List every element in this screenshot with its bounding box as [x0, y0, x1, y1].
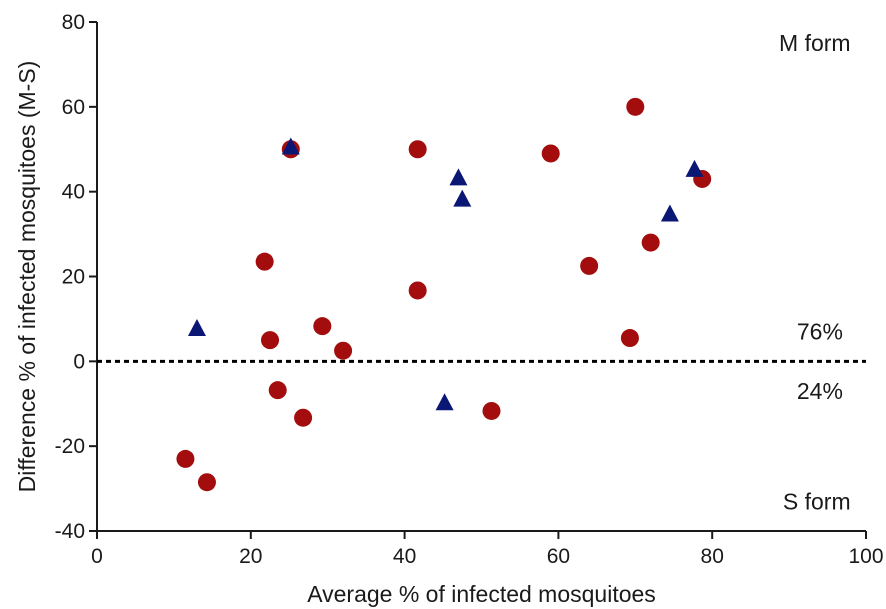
circle-data-point [541, 144, 560, 163]
circle-data-point [261, 331, 280, 350]
triangle-data-point [281, 137, 300, 155]
x-tick-label: 20 [239, 545, 262, 568]
circle-data-point [641, 233, 660, 252]
y-tick-label: 0 [73, 350, 85, 373]
annotation-label: M form [779, 30, 851, 56]
y-tick-label: -40 [55, 520, 85, 543]
axes: 0 20 40 60 80 100 -40 -20 0 20 40 60 80 [55, 11, 884, 568]
y-tick-label: -20 [55, 435, 85, 458]
circle-data-point [268, 381, 287, 400]
circle-data-point [626, 97, 645, 116]
y-tick-label: 20 [62, 266, 85, 289]
circle-data-point [620, 329, 639, 348]
triangle-data-point [453, 189, 472, 207]
circle-data-point [482, 401, 501, 420]
triangle-data-point [685, 159, 704, 177]
x-tick-label: 0 [91, 545, 103, 568]
x-tick-label: 100 [848, 545, 883, 568]
circle-data-point [408, 140, 427, 159]
triangle-data-point [449, 168, 468, 186]
triangle-data-point [435, 393, 454, 411]
y-tick-label: 40 [62, 181, 85, 204]
circle-data-point [255, 252, 274, 271]
x-tick-label: 40 [393, 545, 416, 568]
annotation-label: 76% [797, 319, 843, 345]
circle-data-point [294, 408, 313, 427]
triangle-data-point [660, 204, 679, 222]
y-axis-label: Difference % of infected mosquitoes (M-S… [14, 61, 40, 493]
circle-data-point [176, 449, 195, 468]
x-tick-label: 80 [701, 545, 724, 568]
circle-data-point [197, 473, 216, 492]
circle-data-point [580, 256, 599, 275]
triangle-data-point [187, 318, 206, 336]
circle-data-point [334, 341, 353, 360]
annotations: M form 76% 24% S form [779, 30, 851, 514]
y-tick-label: 60 [62, 96, 85, 119]
circle-data-point [408, 281, 427, 300]
x-tick-label: 60 [547, 545, 570, 568]
annotation-label: 24% [797, 378, 843, 404]
circle-data-point [313, 317, 332, 336]
annotation-label: S form [783, 488, 851, 514]
y-tick-label: 80 [62, 11, 85, 34]
x-axis-label: Average % of infected mosquitoes [307, 581, 656, 607]
data-points [176, 97, 712, 492]
